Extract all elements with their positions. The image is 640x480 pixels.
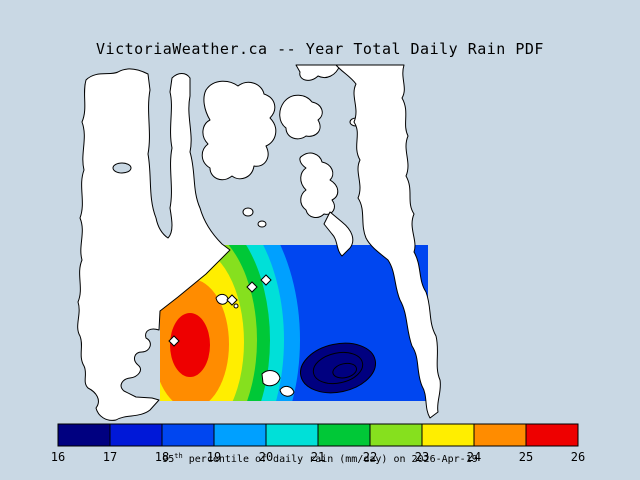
islet xyxy=(257,220,267,228)
lake xyxy=(112,162,132,174)
minimum-contour-ring xyxy=(312,351,364,385)
page-title: VictoriaWeather.ca -- Year Total Daily R… xyxy=(96,40,544,58)
islet-in-strait xyxy=(261,370,281,387)
colorbar-segment xyxy=(109,423,163,447)
landmasses xyxy=(77,64,441,421)
minimum-blob xyxy=(299,342,377,394)
band-red-maximum xyxy=(170,313,210,377)
colorbar-segments xyxy=(57,423,579,447)
caption: 95th percentile of daily rain (mm/day) o… xyxy=(0,452,640,465)
colorbar-tick-labels: 16 17 18 19 20 21 22 23 24 25 26 xyxy=(51,450,585,464)
islet-in-strait xyxy=(233,303,239,309)
coastline-west-landmass xyxy=(77,68,231,421)
colorbar-segment xyxy=(421,423,475,447)
coastline-peninsula-spit xyxy=(323,211,354,257)
colorbar-segment xyxy=(161,423,215,447)
station-marker xyxy=(226,294,238,306)
colorbar-tick-label: 25 xyxy=(519,450,533,464)
colorbar-tick-label: 16 xyxy=(51,450,65,464)
colorbar-tick-label: 21 xyxy=(311,450,325,464)
station-markers xyxy=(168,274,272,347)
station-marker xyxy=(168,335,180,347)
colorbar-tick-label: 23 xyxy=(415,450,429,464)
caption-rest: percentile of daily rain (mm/day) on 202… xyxy=(182,454,478,465)
colorbar: 16 17 18 19 20 21 22 23 24 25 26 xyxy=(51,423,585,464)
colorbar-tick-label: 19 xyxy=(207,450,221,464)
islet xyxy=(242,207,254,217)
colorbar-segment xyxy=(265,423,319,447)
colorbar-segment xyxy=(473,423,527,447)
colorbar-segment xyxy=(525,423,579,447)
colorbar-tick-label: 26 xyxy=(571,450,585,464)
coastline-island-chain xyxy=(299,152,339,218)
coastline-island-2 xyxy=(279,94,323,140)
contour-field xyxy=(160,245,428,401)
colorbar-segment xyxy=(369,423,423,447)
islet-in-strait xyxy=(279,385,295,397)
colorbar-tick-label: 17 xyxy=(103,450,117,464)
colorbar-tick-label: 20 xyxy=(259,450,273,464)
coastline-east-landmass xyxy=(335,64,441,419)
coastline-island-large xyxy=(201,80,277,181)
colorbar-segment xyxy=(317,423,371,447)
station-marker xyxy=(246,281,258,293)
station-marker xyxy=(260,274,272,286)
caption-prefix: 95 xyxy=(162,454,175,465)
minimum-contour-ring-inner xyxy=(332,362,358,379)
caption-superscript: th xyxy=(174,452,183,460)
colorbar-tick-label: 22 xyxy=(363,450,377,464)
colorbar-segment xyxy=(213,423,267,447)
colorbar-tick-label: 18 xyxy=(155,450,169,464)
coastline-island-top xyxy=(295,64,341,81)
colorbar-segment xyxy=(57,423,111,447)
colorbar-tick-label: 24 xyxy=(467,450,481,464)
